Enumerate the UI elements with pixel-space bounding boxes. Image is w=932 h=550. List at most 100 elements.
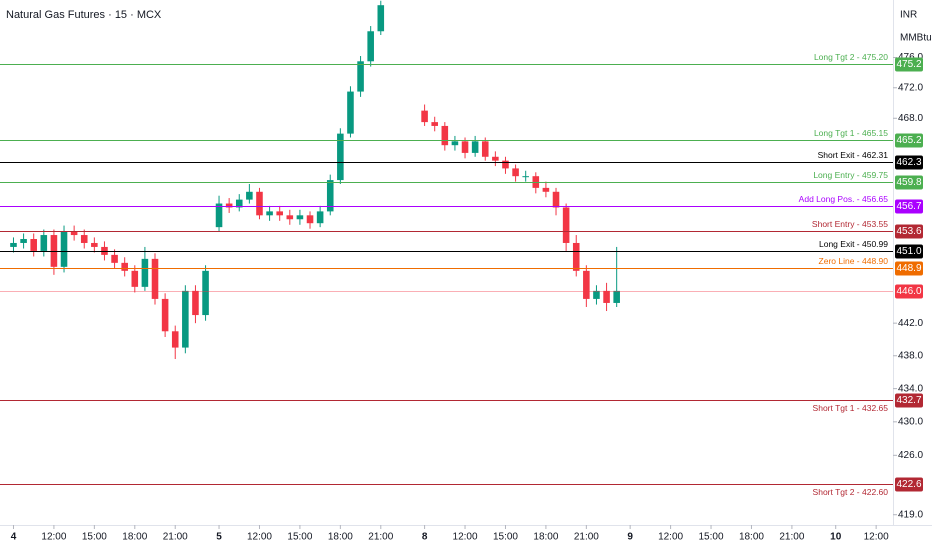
x-tick-label: 12:00 — [41, 532, 66, 543]
candle-body — [266, 211, 273, 216]
candle-body — [451, 141, 459, 146]
candle-body — [80, 235, 88, 243]
level-badge — [895, 224, 923, 239]
candle-body — [182, 290, 189, 348]
candle-body — [316, 211, 324, 224]
candle-body — [357, 61, 364, 92]
x-tick-label: 15:00 — [493, 532, 518, 543]
candle-body — [572, 242, 580, 271]
candle-body — [522, 176, 529, 178]
level-badge — [895, 133, 923, 148]
candle-body — [192, 290, 199, 316]
candle-body — [481, 141, 489, 157]
level-badge — [895, 477, 923, 492]
x-tick-label: 18:00 — [328, 532, 353, 543]
y-tick-label: 438.0 — [898, 350, 923, 361]
x-tick-label: 18:00 — [739, 532, 764, 543]
candle-body — [161, 298, 169, 332]
candle-body — [10, 242, 17, 247]
level-badge-label: 459.8 — [896, 177, 921, 188]
candle-body — [492, 156, 499, 161]
level-badge — [895, 261, 923, 276]
candle-body — [367, 31, 374, 62]
candle-body — [502, 160, 509, 169]
level-badge-label: 451.0 — [896, 246, 921, 257]
level-badge-label: 465.2 — [896, 135, 921, 146]
level-badge — [895, 199, 923, 214]
candle-body — [542, 187, 550, 192]
level-label: Short Exit - 462.31 — [818, 150, 889, 160]
x-tick-label: 5 — [216, 532, 222, 543]
level-badge — [895, 175, 923, 190]
candle-body — [461, 141, 469, 153]
candle-body — [593, 290, 600, 299]
x-tick-label: 15:00 — [699, 532, 724, 543]
candle-body — [377, 5, 385, 32]
x-tick-label: 9 — [627, 532, 633, 543]
plot — [10, 0, 620, 360]
x-tick-label: 21:00 — [368, 532, 393, 543]
candle-body — [421, 110, 428, 123]
level-badge — [895, 244, 923, 259]
candle-body — [306, 215, 314, 224]
x-tick-label: 12:00 — [453, 532, 478, 543]
level-label: Short Tgt 1 - 432.65 — [813, 403, 889, 413]
x-tick-label: 18:00 — [122, 532, 147, 543]
x-tick-label: 15:00 — [287, 532, 312, 543]
x-tick-label: 12:00 — [247, 532, 272, 543]
x-tick-label: 8 — [422, 532, 428, 543]
candle-body — [40, 235, 48, 251]
candle-body — [70, 231, 78, 236]
level-badge-label: 422.6 — [896, 479, 921, 490]
level-badge — [895, 57, 923, 72]
level-badge-label: 456.7 — [896, 201, 921, 212]
level-label: Zero Line - 448.90 — [819, 256, 889, 266]
candle-body — [337, 133, 344, 181]
candle-body — [326, 180, 334, 212]
candle-body — [141, 258, 149, 287]
level-badge — [895, 155, 923, 170]
candle-body — [235, 199, 243, 208]
level-badge-label: 448.9 — [896, 263, 921, 274]
level-badge-label: 432.7 — [896, 395, 921, 406]
candle-body — [50, 235, 58, 267]
candle-body — [512, 168, 519, 177]
level-badge — [895, 393, 923, 408]
x-tick-label: 12:00 — [864, 532, 889, 543]
candle-body — [286, 215, 294, 220]
level-label: Long Tgt 2 - 475.20 — [814, 52, 888, 62]
level-label: Long Tgt 1 - 465.15 — [814, 128, 888, 138]
currency: INR — [900, 10, 917, 21]
level-badge-label: 475.2 — [896, 59, 921, 70]
y-tick-label: 419.0 — [898, 509, 923, 520]
candle-body — [20, 239, 27, 243]
last-price-badge — [895, 284, 923, 299]
candle-body — [613, 290, 620, 303]
y-tick-label: 426.0 — [898, 450, 923, 461]
candle-body — [131, 270, 139, 287]
candle-body — [441, 125, 449, 146]
y-tick-label: 442.0 — [898, 318, 923, 329]
x-tick-label: 21:00 — [779, 532, 804, 543]
x-tick-label: 12:00 — [658, 532, 683, 543]
candle-body — [111, 254, 118, 263]
candle-body — [471, 141, 479, 153]
candle-body — [256, 191, 263, 216]
last-price-label: 446.0 — [896, 286, 921, 297]
candle-body — [347, 91, 354, 134]
chart-title: Natural Gas Futures · 15 · MCX — [6, 9, 162, 21]
candle-body — [276, 211, 283, 216]
x-tick-label: 21:00 — [163, 532, 188, 543]
candle-body — [91, 242, 98, 247]
x-tick-label: 4 — [11, 532, 17, 543]
y-tick-label: 434.0 — [898, 383, 923, 394]
x-tick-label: 10 — [830, 532, 842, 543]
candle-body — [171, 331, 179, 348]
candle-body — [583, 270, 590, 299]
candle-body — [101, 246, 108, 255]
candle-body — [60, 231, 68, 267]
y-tick-label: 430.0 — [898, 416, 923, 427]
x-tick-label: 15:00 — [82, 532, 107, 543]
candle-body — [215, 203, 223, 228]
